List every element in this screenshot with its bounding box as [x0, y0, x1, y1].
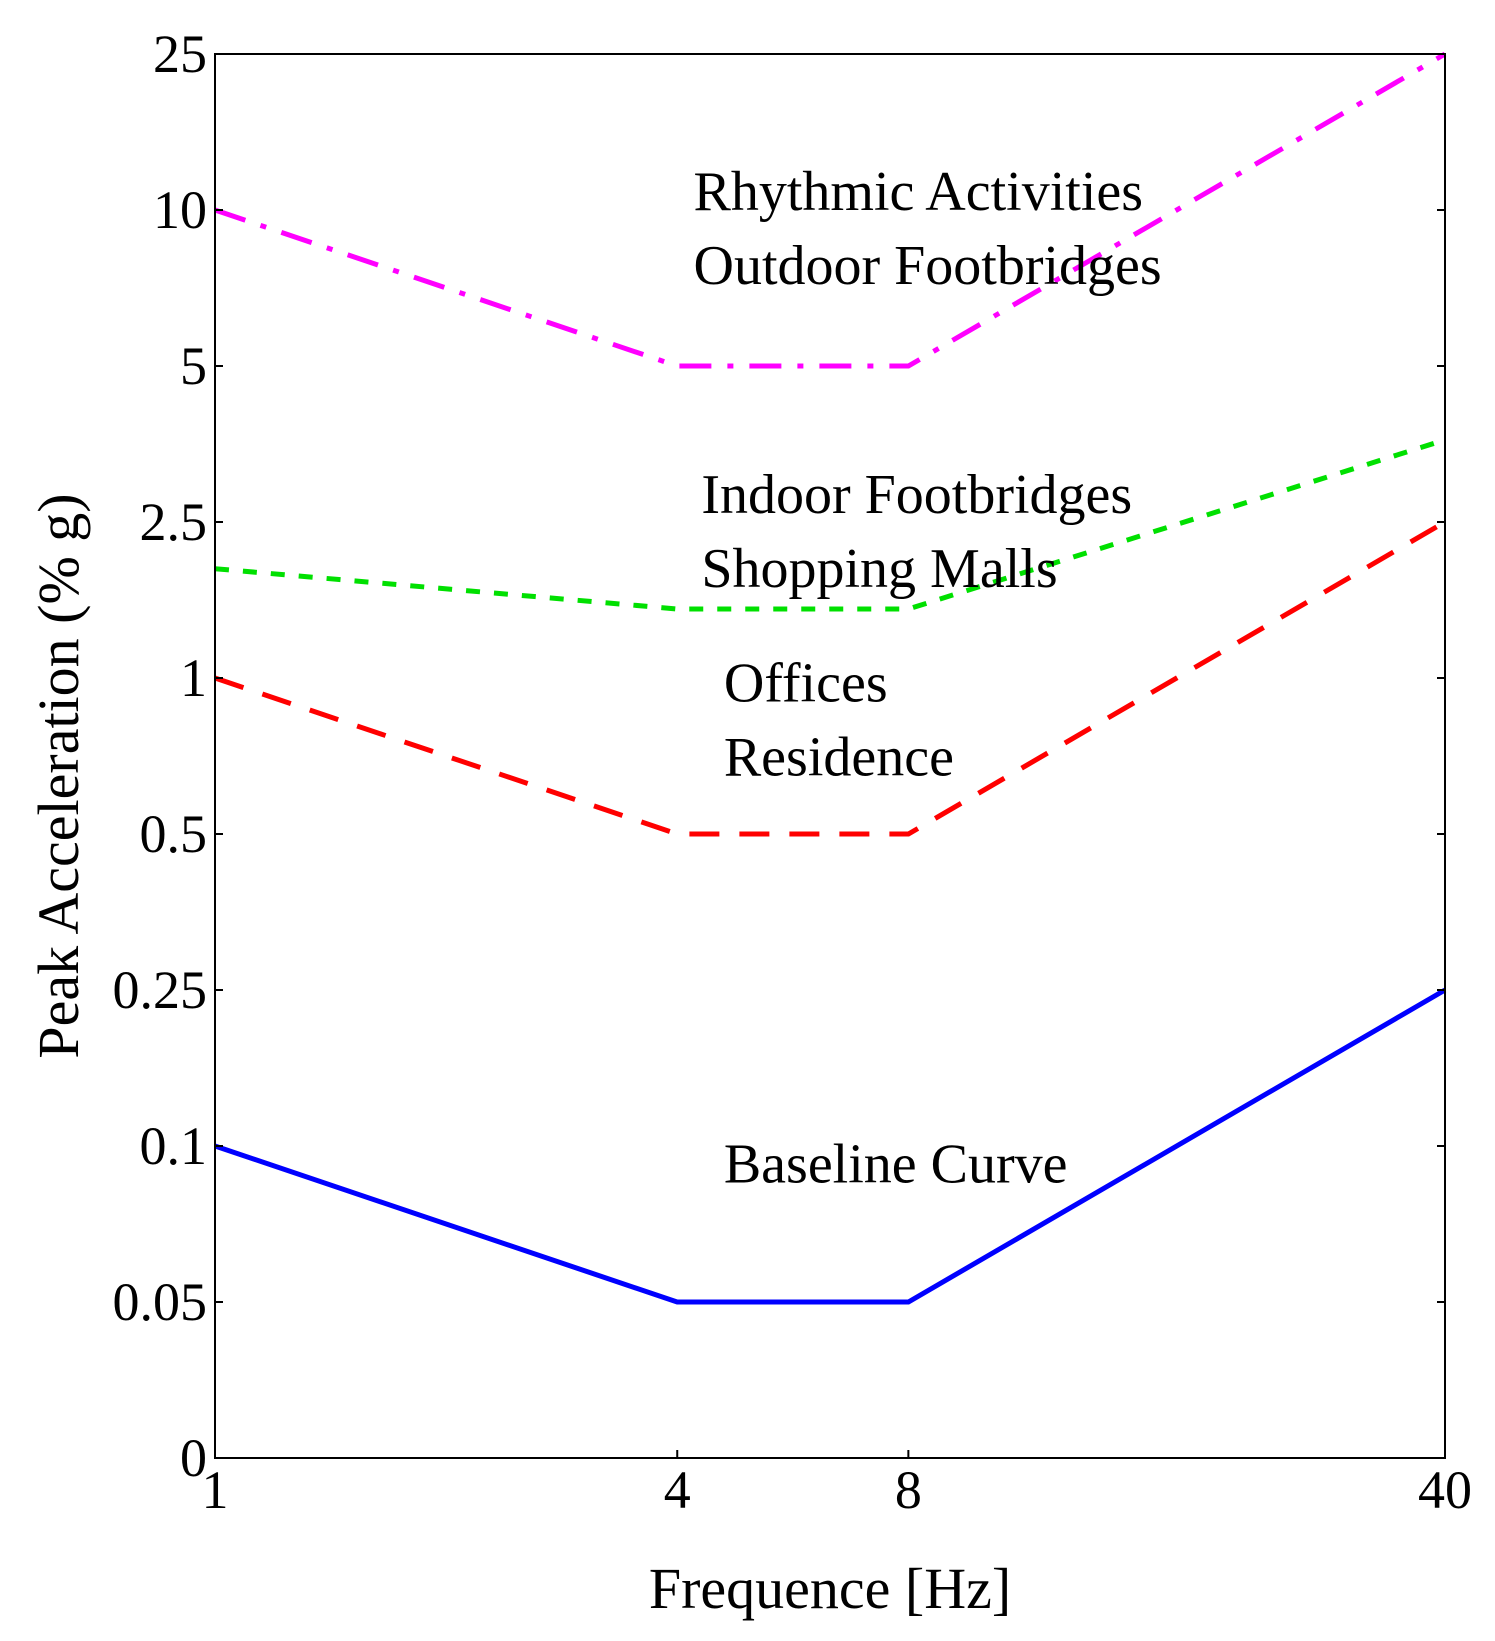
y-tick-label: 0.05 — [113, 1272, 208, 1332]
axis-layer: 0 0.05 0.1 0.25 0.5 1 2.5 5 10 25 1 4 8 40 — [113, 24, 1473, 1520]
series-line-offices-residence — [214, 519, 1447, 837]
y-tick-label: 5 — [180, 336, 207, 396]
y-tick-label: 0.25 — [113, 960, 208, 1020]
annotation-text: Indoor Footbridges — [701, 464, 1132, 526]
y-tick-label: 10 — [153, 180, 207, 240]
annotation-text: Shopping Malls — [701, 538, 1057, 600]
annotation-layer: Rhythmic Activities Outdoor Footbridges In… — [694, 161, 1162, 1196]
y-tick-label: 2.5 — [140, 492, 208, 552]
y-tick-label: 1 — [180, 648, 207, 708]
series-line-baseline-curve — [214, 987, 1447, 1305]
annotation-text: Offices — [724, 653, 888, 715]
x-tick-label: 4 — [664, 1460, 691, 1520]
plot-frame — [214, 53, 1446, 1459]
y-axis-label: Peak Acceleration (% g) — [26, 493, 91, 1058]
x-tick-label: 40 — [1418, 1460, 1472, 1520]
x-tick-label: 8 — [895, 1460, 922, 1520]
annotation-text: Residence — [724, 727, 954, 789]
annotation-text: Outdoor Footbridges — [694, 235, 1162, 297]
series-layer — [214, 51, 1447, 1305]
y-tick-label: 0 — [180, 1428, 207, 1488]
annotation-text: Rhythmic Activities — [694, 161, 1144, 223]
y-tick-label: 25 — [153, 24, 207, 84]
series-line-indoor-footbridges-shopping-malls — [214, 437, 1446, 612]
series-line-rhythmic-activities-outdoor-footbridges — [214, 51, 1447, 369]
annotation-text: Baseline Curve — [724, 1134, 1068, 1196]
y-tick-label: 0.1 — [140, 1116, 208, 1176]
x-tick-label: 1 — [202, 1460, 229, 1520]
y-tick-label: 0.5 — [140, 804, 208, 864]
x-axis-label: Frequence [Hz] — [649, 1556, 1011, 1621]
